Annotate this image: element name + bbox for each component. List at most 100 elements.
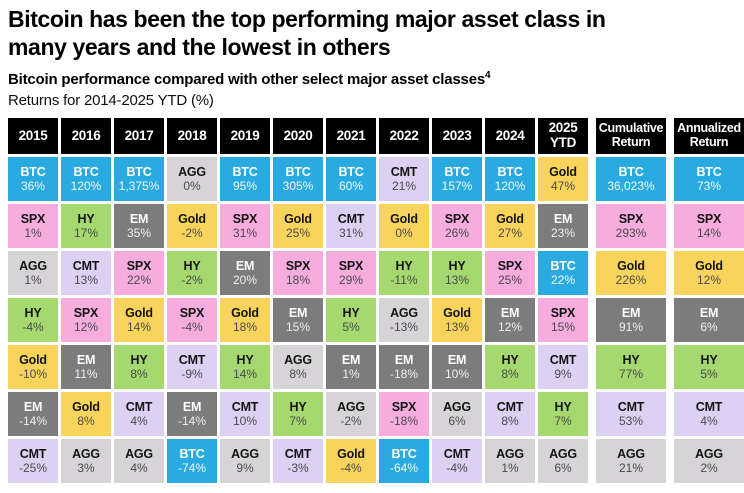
asset-label: CMT [231, 399, 259, 414]
asset-return-value: -4% [22, 319, 44, 334]
asset-label: HY [501, 352, 519, 367]
asset-return-value: 31% [338, 225, 364, 240]
asset-tile-cmt: CMT -25% [8, 439, 58, 484]
asset-label: CMT [178, 352, 206, 367]
column-header: 2023 [432, 118, 482, 155]
column-2022: 2022 CMT 21% Gold 0% HY -11% AGG -13% EM -18% SPX -1… [379, 118, 429, 484]
asset-return-value: 4% [130, 460, 148, 475]
asset-label: SPX [179, 305, 205, 320]
asset-return-value: 23% [550, 225, 576, 240]
chart-subtitle: Bitcoin performance compared with other … [8, 70, 736, 88]
asset-tile-hy: HY -11% [379, 251, 429, 296]
asset-tile-spx: SPX 12% [61, 298, 111, 343]
asset-label: EM [341, 352, 361, 367]
column-annualized-return: Annualized Return BTC 73% SPX 14% Gold 12% EM 6%… [674, 118, 744, 484]
column-2024: 2024 BTC 120% Gold 27% SPX 25% EM 12% HY 8% CMT 8% AG… [485, 118, 535, 484]
asset-return-value: 21% [391, 178, 417, 193]
asset-label: AGG [231, 446, 259, 461]
column-cumulative-return: Cumulative Return BTC 36,023% SPX 293% Gold 22… [596, 118, 666, 484]
asset-label: CMT [19, 446, 47, 461]
column-2023: 2023 BTC 157% SPX 26% HY 13% Gold 13% EM 10% AGG 6% C… [432, 118, 482, 484]
asset-label: AGG [549, 446, 577, 461]
asset-label: AGG [337, 399, 365, 414]
asset-label: AGG [72, 446, 100, 461]
asset-return-value: -2% [181, 272, 203, 287]
asset-tile-em: EM 10% [432, 345, 482, 390]
asset-return-value: 15% [550, 319, 576, 334]
asset-tile-em: EM 12% [485, 298, 535, 343]
asset-label: EM [447, 352, 467, 367]
asset-label: Gold [284, 211, 312, 226]
asset-return-value: -13% [389, 319, 418, 334]
asset-tile-btc: BTC 36% [8, 157, 58, 202]
asset-label: Gold [496, 211, 524, 226]
asset-tile-gold: Gold 8% [61, 392, 111, 437]
asset-label: SPX [444, 211, 470, 226]
asset-tile-btc: BTC 120% [485, 157, 535, 202]
column-2016: 2016 BTC 120% HY 17% CMT 13% SPX 12% EM 11% Gold 8% A… [61, 118, 111, 484]
asset-return-value: -25% [18, 460, 47, 475]
asset-tile-btc: BTC 1,375% [114, 157, 164, 202]
asset-label: Gold [178, 211, 206, 226]
asset-return-value: 47% [550, 178, 576, 193]
asset-return-value: -9% [181, 366, 203, 381]
asset-tile-cmt: CMT 13% [61, 251, 111, 296]
asset-label: AGG [178, 164, 206, 179]
asset-label: SPX [232, 211, 258, 226]
asset-return-value: -11% [390, 272, 418, 287]
asset-tile-agg: AGG 0% [167, 157, 217, 202]
asset-return-value: -3% [287, 460, 309, 475]
asset-label: EM [235, 258, 255, 273]
page-title-line1: Bitcoin has been the top performing majo… [8, 6, 606, 32]
column-header: 2022 [379, 118, 429, 155]
asset-return-value: -4% [181, 319, 203, 334]
asset-tile-cmt: CMT 4% [674, 392, 744, 437]
column-header: 2020 [273, 118, 323, 155]
asset-return-value: 14% [696, 225, 722, 240]
asset-label: AGG [19, 258, 47, 273]
asset-label: BTC [73, 164, 99, 179]
chart-subtitle-text: Bitcoin performance compared with other … [8, 71, 485, 89]
asset-tile-gold: Gold 13% [432, 298, 482, 343]
asset-tile-hy: HY 7% [273, 392, 323, 437]
asset-return-value: 157% [441, 178, 473, 193]
asset-tile-spx: SPX -18% [379, 392, 429, 437]
asset-label: SPX [550, 305, 576, 320]
asset-label: EM [23, 399, 43, 414]
asset-tile-cmt: CMT 21% [379, 157, 429, 202]
asset-tile-gold: Gold 25% [273, 204, 323, 249]
asset-return-value: 6% [700, 319, 718, 334]
asset-tile-em: EM -14% [167, 392, 217, 437]
asset-tile-hy: HY 5% [674, 345, 744, 390]
asset-tile-btc: BTC 60% [326, 157, 376, 202]
asset-tile-cmt: CMT 9% [538, 345, 588, 390]
asset-return-value: 7% [554, 413, 572, 428]
asset-return-value: 5% [700, 366, 718, 381]
asset-label: CMT [496, 399, 524, 414]
asset-return-value: 2% [700, 460, 718, 475]
asset-label: BTC [232, 164, 258, 179]
asset-tile-gold: Gold 12% [674, 251, 744, 296]
asset-return-value: 10% [232, 413, 258, 428]
asset-label: CMT [390, 164, 418, 179]
asset-return-value: 18% [285, 272, 311, 287]
asset-return-value: 8% [77, 413, 95, 428]
asset-tile-agg: AGG 6% [432, 392, 482, 437]
asset-tile-hy: HY -4% [8, 298, 58, 343]
asset-return-value: 1% [501, 460, 519, 475]
asset-tile-btc: BTC 73% [674, 157, 744, 202]
asset-tile-spx: SPX 15% [538, 298, 588, 343]
asset-return-value: 25% [497, 272, 523, 287]
asset-return-value: -64% [389, 460, 418, 475]
asset-tile-agg: AGG 1% [8, 251, 58, 296]
asset-return-value: 0% [395, 225, 413, 240]
asset-return-value: 29% [338, 272, 364, 287]
asset-return-value: 73% [696, 178, 722, 193]
asset-return-value: 3% [77, 460, 95, 475]
asset-tile-agg: AGG -2% [326, 392, 376, 437]
asset-tile-hy: HY 17% [61, 204, 111, 249]
asset-return-value: -4% [340, 460, 362, 475]
asset-return-value: 120% [494, 178, 526, 193]
asset-return-value: 36,023% [607, 178, 655, 193]
asset-tile-hy: HY 8% [114, 345, 164, 390]
